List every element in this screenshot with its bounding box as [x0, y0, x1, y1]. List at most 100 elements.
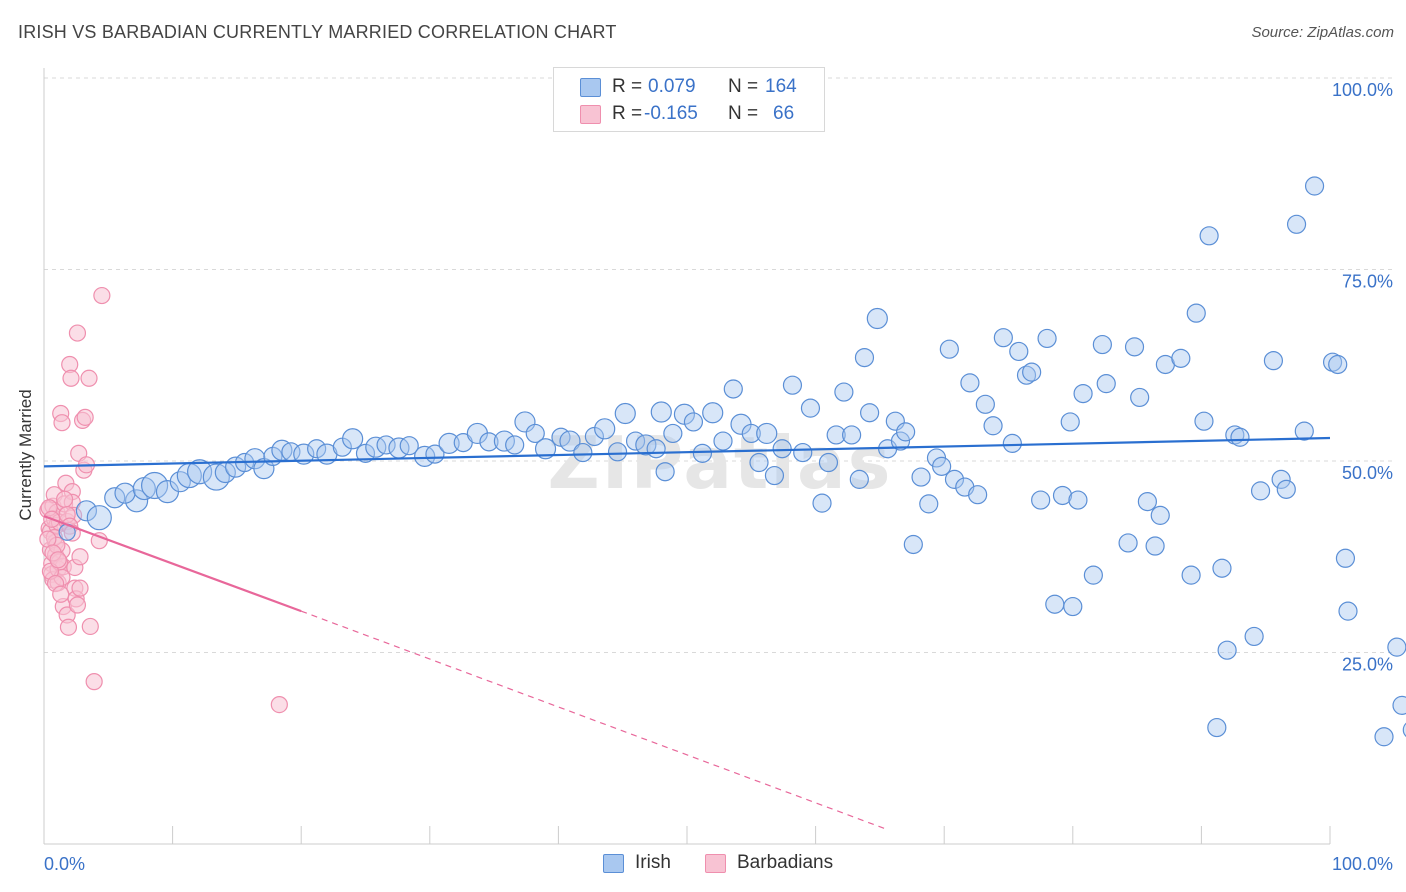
y-tick-label: 50.0%	[1342, 463, 1393, 483]
irish-point	[866, 307, 888, 330]
irish-point	[1022, 362, 1042, 382]
irish-point	[911, 467, 931, 487]
irish-point	[399, 436, 419, 456]
irish-point	[655, 462, 675, 482]
irish-point	[944, 469, 965, 489]
irish-point	[1118, 533, 1138, 553]
irish-point	[702, 402, 724, 424]
irish-point	[607, 442, 628, 462]
x-tick-label: 100.0%	[1332, 854, 1393, 874]
irish-point	[842, 425, 862, 445]
irish-point	[1217, 640, 1237, 660]
irish-point	[1045, 594, 1065, 614]
irish-point	[1130, 387, 1150, 408]
irish-point	[1137, 491, 1157, 512]
legend-label-barbadians: Barbadians	[737, 852, 834, 873]
irish-point	[187, 459, 213, 485]
irish-point	[1402, 722, 1406, 738]
irish-point	[1230, 427, 1250, 447]
irish-point	[635, 434, 657, 456]
irish-point	[896, 422, 916, 442]
irish-point	[975, 394, 995, 414]
irish-point	[1009, 341, 1029, 362]
trend-lines	[43, 436, 1331, 830]
irish-point	[1387, 637, 1406, 657]
irish-point	[1037, 328, 1057, 349]
irish-point	[1052, 485, 1073, 506]
irish-point	[683, 412, 704, 432]
irish-point	[939, 339, 959, 359]
barbadians-point	[49, 551, 67, 569]
irish-point	[124, 489, 149, 513]
irish-point	[114, 482, 136, 504]
irish-point	[1286, 214, 1307, 234]
irish-swatch	[603, 854, 624, 873]
barbadians-point	[62, 369, 80, 387]
irish-point	[1392, 695, 1406, 715]
irish-point	[826, 425, 846, 445]
irish-point	[834, 382, 854, 402]
irish-point	[307, 439, 327, 459]
irish-point	[1271, 469, 1291, 489]
irish-point	[646, 439, 666, 459]
irish-point	[1244, 626, 1264, 647]
watermark-text: ZIPatlas	[548, 421, 893, 505]
irish-point	[782, 375, 803, 395]
irish-point	[493, 430, 515, 452]
irish-point	[749, 452, 769, 473]
irish-point	[756, 422, 778, 445]
irish-point	[723, 379, 743, 399]
irish-point	[514, 411, 536, 433]
irish-point	[692, 443, 713, 463]
irish-point	[1338, 601, 1358, 621]
irish-point	[1212, 558, 1232, 578]
barbadians-point	[55, 490, 74, 508]
irish-point	[479, 432, 499, 452]
irish-point	[1250, 481, 1271, 501]
barbadians-point	[71, 579, 89, 597]
irish-point	[1194, 411, 1214, 431]
irish-point	[75, 500, 98, 522]
irish-point	[104, 487, 126, 509]
legend-label-irish: Irish	[635, 852, 671, 873]
barbadians-swatch	[580, 105, 601, 124]
irish-point	[800, 398, 821, 418]
irish-point	[1031, 490, 1051, 510]
irish-point	[932, 456, 952, 476]
irish-point	[1207, 717, 1227, 738]
r-value: -0.165	[644, 103, 698, 124]
irish-point	[983, 416, 1003, 436]
irish-point	[1335, 548, 1356, 568]
irish-point	[525, 423, 545, 444]
tick-labels: 25.0% 50.0% 75.0% 100.0% 0.0% 100.0%	[44, 80, 1393, 874]
irish-point	[960, 373, 980, 393]
irish-point	[713, 431, 733, 451]
barbadians-point	[80, 369, 98, 387]
irish-point	[1016, 365, 1037, 385]
irish-point	[342, 428, 364, 450]
irish-point	[793, 442, 813, 463]
irish-point	[140, 471, 169, 500]
source-label: Source: ZipAtlas.com	[1251, 24, 1394, 41]
irish-point	[376, 435, 396, 455]
irish-point	[818, 452, 839, 473]
irish-point	[86, 505, 112, 531]
irish-trend-line	[43, 436, 1331, 468]
irish-point	[764, 465, 785, 486]
axes	[43, 68, 1331, 845]
irish-point	[1181, 565, 1201, 585]
n-value: 164	[765, 76, 797, 97]
irish-point	[993, 328, 1013, 348]
barbadians-trend-extension	[300, 610, 886, 830]
n-value: 66	[773, 103, 795, 124]
irish-point	[559, 430, 581, 452]
irish-point	[1002, 433, 1022, 453]
watermark: ZIPatlas	[548, 421, 893, 505]
irish-point	[1186, 303, 1206, 323]
x-tick-label: 0.0%	[44, 854, 85, 874]
y-tick-label: 100.0%	[1332, 80, 1393, 100]
irish-point	[1199, 226, 1219, 246]
irish-point	[903, 534, 923, 555]
irish-point	[1083, 565, 1103, 585]
